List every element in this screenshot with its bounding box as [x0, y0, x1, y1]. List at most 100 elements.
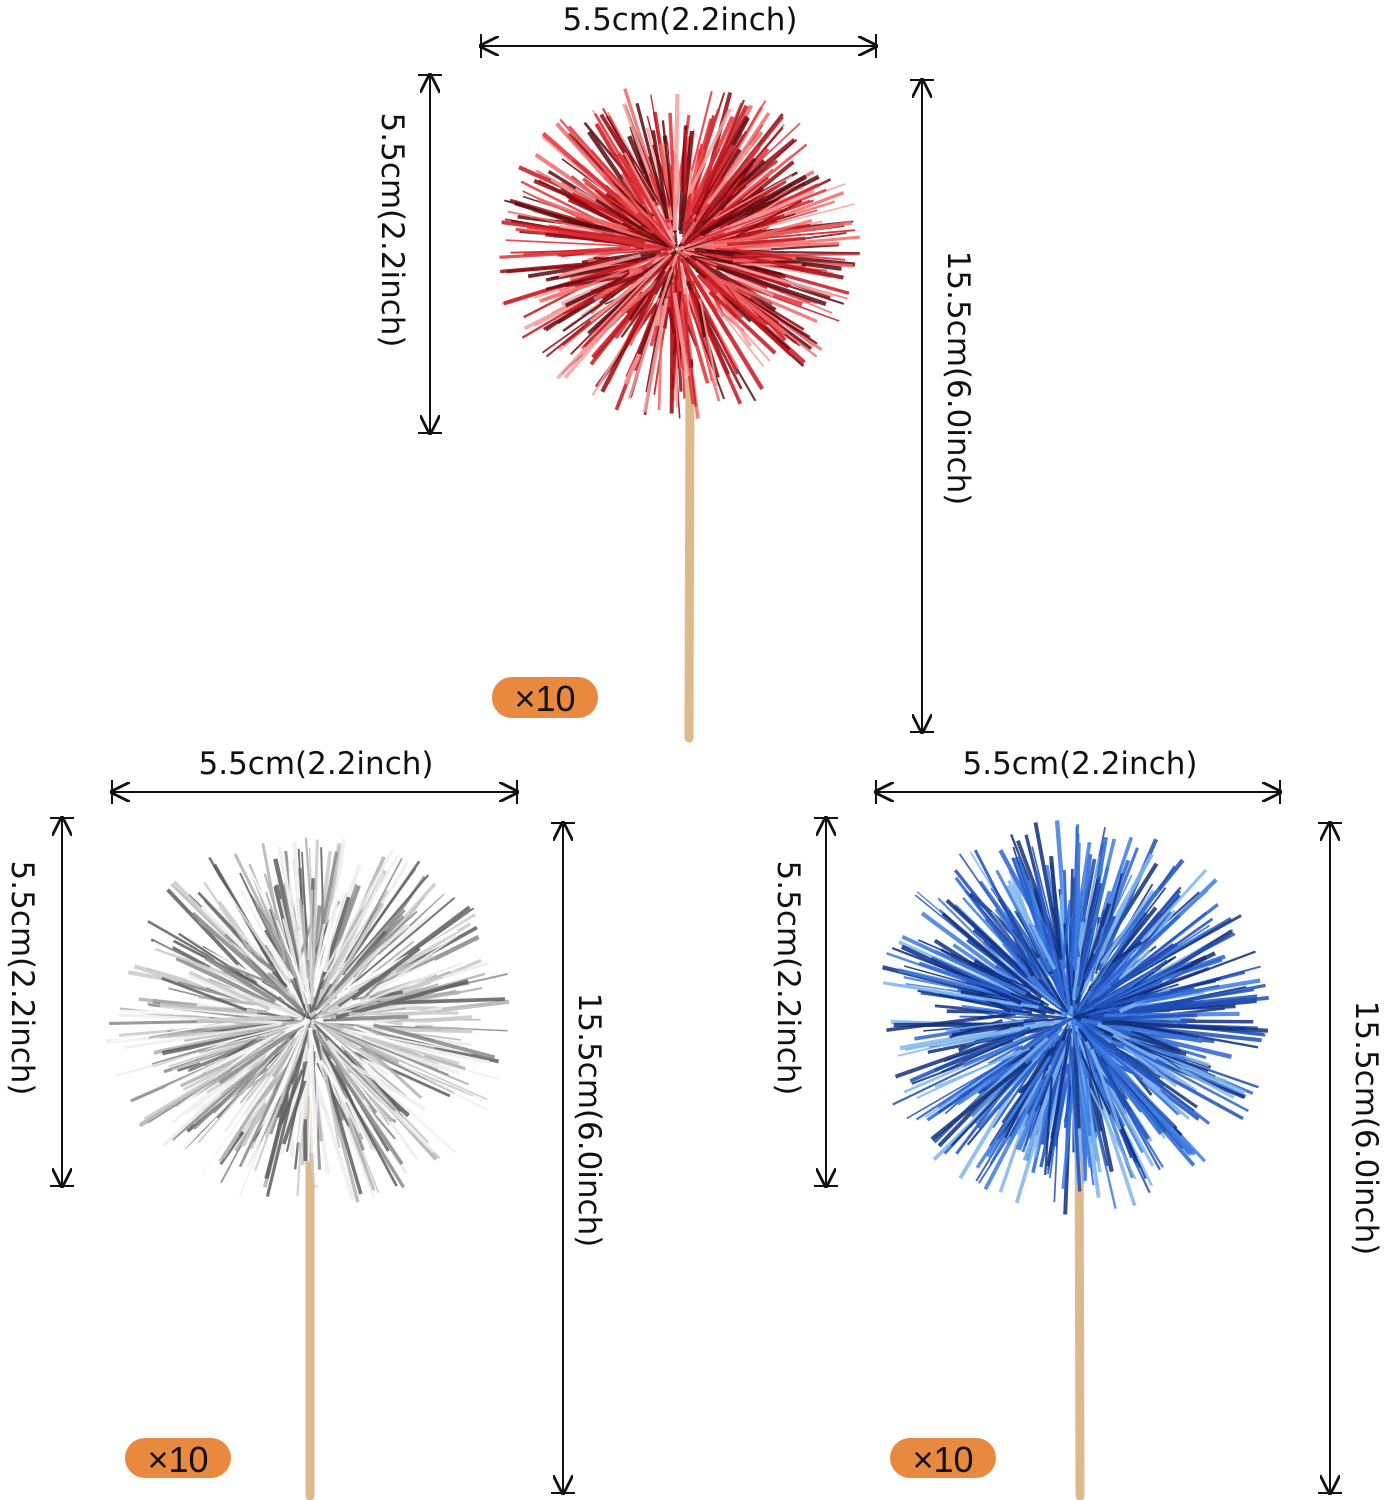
tinsel-strand — [595, 198, 645, 232]
tinsel-strand — [245, 1028, 306, 1102]
tinsel-strand — [1033, 871, 1065, 993]
tinsel-strand — [697, 304, 706, 338]
tinsel-strand — [309, 855, 348, 997]
tinsel-strand — [627, 256, 678, 400]
tinsel-strand — [349, 1072, 395, 1120]
tinsel-strand — [930, 1061, 1028, 1141]
tinsel-strand — [501, 220, 647, 243]
tinsel-strand — [942, 1020, 1062, 1047]
blue-quantity-badge: ×10 — [890, 1438, 996, 1480]
tinsel-strand — [719, 278, 818, 324]
tinsel-strand — [1132, 957, 1175, 988]
tinsel-strand — [312, 906, 341, 997]
silver-quantity-text: ×10 — [147, 1439, 208, 1480]
tinsel-strand — [159, 1002, 258, 1015]
tinsel-strand — [240, 889, 306, 1014]
tinsel-strand — [711, 213, 785, 242]
silver-tinsel-pompom — [106, 837, 510, 1203]
tinsel-strand — [196, 1003, 266, 1009]
tinsel-strand — [350, 1062, 426, 1111]
tinsel-strand — [956, 1057, 1025, 1106]
tinsel-strand — [677, 257, 697, 407]
tinsel-strand — [667, 306, 677, 334]
tinsel-strand — [1071, 1020, 1117, 1209]
tinsel-strand — [918, 961, 1012, 996]
tinsel-strand — [909, 1026, 1032, 1083]
tinsel-strand — [350, 946, 421, 1001]
tinsel-strand — [161, 976, 247, 1012]
tinsel-strand — [204, 956, 277, 1004]
tinsel-strand — [307, 1078, 313, 1162]
tinsel-strand — [1068, 824, 1080, 1005]
tinsel-strand — [310, 896, 351, 1013]
tinsel-strand — [340, 872, 384, 969]
tinsel-strand — [1034, 1034, 1070, 1112]
silver-height-label: 5.5cm(2.2inch) — [4, 861, 40, 1096]
tinsel-strand — [212, 1045, 281, 1114]
red-total-length-dimension: 15.5cm(6.0inch) — [910, 80, 976, 732]
tinsel-strand — [583, 247, 660, 256]
tinsel-strand — [708, 290, 777, 355]
tinsel-strand — [688, 258, 793, 357]
silver-width-label: 5.5cm(2.2inch) — [199, 746, 434, 782]
tinsel-strand — [620, 279, 660, 315]
tinsel-strand — [323, 1022, 439, 1066]
tinsel-strand — [197, 1054, 276, 1144]
tinsel-strand — [882, 981, 1040, 1009]
tinsel-strand — [364, 970, 392, 998]
tinsel-strand — [945, 898, 1030, 978]
tinsel-strand — [672, 292, 690, 377]
tinsel-strand — [143, 1022, 300, 1064]
tinsel-strand — [1081, 969, 1155, 1015]
tinsel-strand — [1002, 942, 1042, 992]
tinsel-strand — [973, 849, 1042, 978]
tinsel-strand — [1097, 1056, 1161, 1171]
tinsel-strand — [635, 102, 669, 220]
tinsel-strand — [1073, 842, 1081, 971]
tinsel-strand — [961, 1004, 1029, 1017]
tinsel-strand — [977, 1034, 1062, 1130]
tinsel-strand — [915, 1019, 1069, 1121]
tinsel-strand — [319, 1044, 341, 1148]
tinsel-strand — [342, 1028, 473, 1055]
tinsel-strand — [340, 1045, 404, 1117]
tinsel-strand — [679, 176, 770, 248]
blue-width-dimension: 5.5cm(2.2inch) — [876, 746, 1280, 804]
red-quantity-badge: ×10 — [492, 677, 598, 719]
tinsel-strand — [623, 152, 677, 245]
tinsel-strand — [333, 1064, 404, 1166]
tinsel-strand — [264, 891, 296, 978]
tinsel-strand — [735, 199, 803, 238]
silver-width-dimension: 5.5cm(2.2inch) — [112, 746, 517, 804]
tinsel-strand — [700, 91, 733, 197]
tinsel-strand — [941, 1027, 1038, 1073]
red-quantity-text: ×10 — [514, 678, 575, 719]
tinsel-strand — [621, 284, 660, 351]
tinsel-strand — [1077, 942, 1178, 1015]
tinsel-strand — [733, 248, 793, 261]
tinsel-strand — [893, 1022, 1024, 1028]
tinsel-strand — [672, 93, 680, 231]
tinsel-strand — [323, 848, 395, 973]
tinsel-strand — [995, 869, 1052, 973]
tinsel-strand — [360, 961, 463, 1005]
tinsel-strand — [377, 997, 506, 1006]
tinsel-strand — [1096, 1041, 1175, 1128]
tinsel-strand — [225, 964, 271, 984]
tinsel-strand — [326, 902, 385, 998]
tinsel-strand — [1107, 1059, 1197, 1156]
tinsel-strand — [351, 896, 426, 984]
tinsel-strand — [335, 979, 469, 1020]
tinsel-strand — [1082, 1057, 1112, 1115]
tinsel-strand — [191, 1030, 285, 1096]
tinsel-strand — [1022, 1035, 1071, 1162]
tinsel-strand — [580, 254, 660, 289]
tinsel-strand — [602, 169, 652, 228]
tinsel-strand — [917, 939, 1036, 992]
tinsel-strand — [950, 1060, 1033, 1147]
silver-height-dimension: 5.5cm(2.2inch) — [4, 818, 74, 1186]
tinsel-strand — [699, 174, 808, 237]
tinsel-strand — [646, 115, 671, 206]
tinsel-strand — [558, 253, 642, 278]
tinsel-strand — [1128, 1038, 1186, 1060]
